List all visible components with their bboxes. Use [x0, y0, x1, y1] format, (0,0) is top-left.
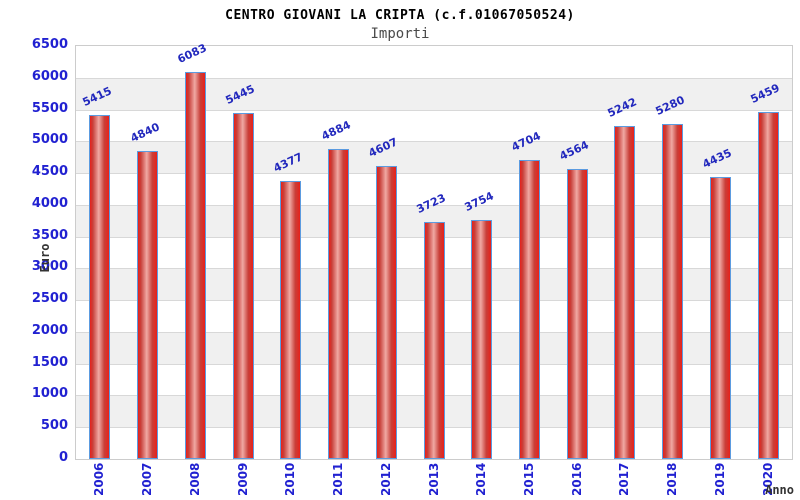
x-tick-label: 2019 [712, 462, 727, 496]
bar-2013 [423, 222, 445, 459]
bar-2014 [471, 220, 493, 459]
bar-2010 [280, 180, 302, 459]
bar-2015 [518, 160, 540, 459]
x-tick-label: 2016 [569, 462, 584, 496]
x-tick-label: 2017 [617, 462, 632, 496]
y-tick-label: 6000 [31, 68, 68, 84]
gridline [76, 173, 792, 175]
gridline [76, 141, 792, 143]
chart-title: CENTRO GIOVANI LA CRIPTA (c.f.0106705052… [225, 8, 575, 23]
y-tick-label: 5500 [31, 100, 68, 116]
gridline [76, 204, 792, 206]
bar-2016 [566, 169, 588, 459]
y-tick-label: 2000 [31, 322, 68, 338]
x-tick-label: 2015 [521, 462, 536, 496]
x-tick-label: 2006 [92, 462, 107, 496]
x-tick-label: 2011 [331, 462, 346, 496]
x-tick-label: 2008 [187, 462, 202, 496]
y-tick-label: 6500 [31, 37, 68, 52]
bar-2019 [709, 177, 731, 459]
y-tick-label: 500 [40, 418, 68, 434]
bar-2018 [662, 123, 684, 459]
plot-band [76, 46, 792, 78]
plot-band [76, 109, 792, 142]
y-tick-label: 1000 [31, 386, 68, 402]
y-tick-label: 3500 [31, 227, 68, 243]
gridline [76, 109, 792, 111]
y-tick-label: 3000 [31, 259, 68, 275]
x-tick-label: 2009 [235, 462, 250, 496]
x-axis-title: Anno [765, 483, 794, 497]
plot-band [76, 141, 792, 174]
x-tick-label: 2018 [665, 462, 680, 496]
gridline [76, 77, 792, 79]
plot-area [75, 45, 793, 460]
x-tick-label: 2012 [378, 462, 393, 496]
y-tick-label: 5000 [31, 132, 68, 148]
x-tick-label: 2007 [140, 462, 155, 496]
bar-2020 [757, 112, 779, 459]
y-axis-title: Euro [38, 243, 52, 273]
bar-2008 [184, 72, 206, 459]
bar-2017 [614, 125, 636, 459]
bar-2011 [328, 148, 350, 459]
bar-2007 [137, 151, 159, 459]
x-tick-label: 2013 [426, 462, 441, 496]
y-tick-label: 4500 [31, 164, 68, 180]
bar-2012 [375, 166, 397, 459]
y-tick-label: 4000 [31, 195, 68, 211]
chart-subtitle: Importi [370, 26, 430, 42]
bar-2009 [232, 113, 254, 459]
x-tick-label: 2014 [474, 462, 489, 496]
bar-2006 [89, 114, 111, 459]
y-tick-label: 0 [58, 450, 68, 465]
y-tick-label: 1500 [31, 354, 68, 370]
y-tick-label: 2500 [31, 291, 68, 307]
x-tick-label: 2010 [283, 462, 298, 496]
